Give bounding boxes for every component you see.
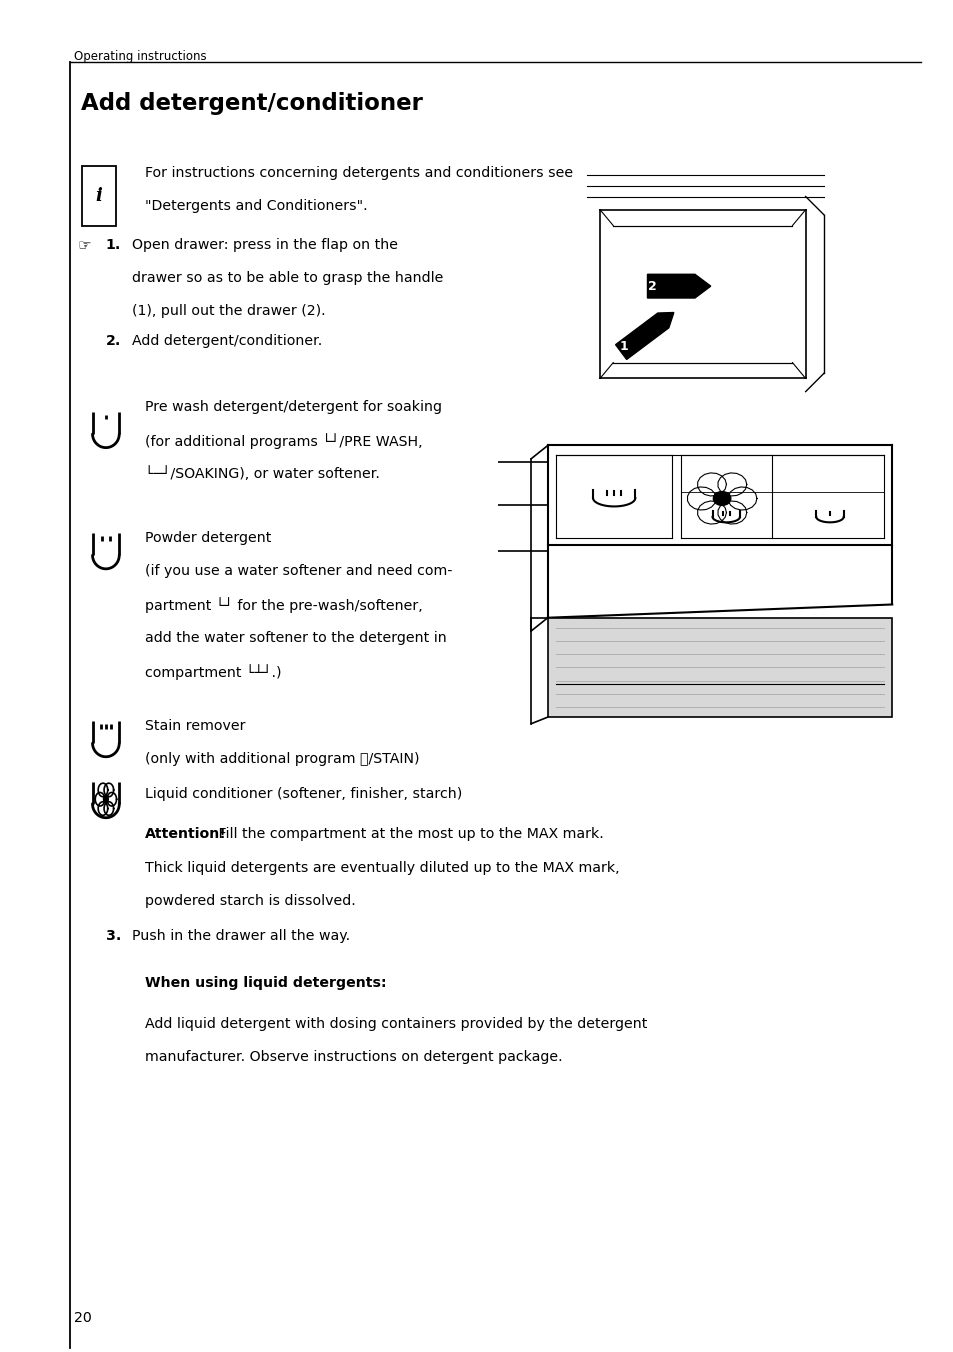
FancyArrow shape — [647, 274, 710, 297]
Text: Powder detergent: Powder detergent — [145, 531, 271, 545]
Text: add the water softener to the detergent in: add the water softener to the detergent … — [145, 630, 446, 645]
Text: 2: 2 — [648, 280, 657, 292]
Text: 2.: 2. — [106, 334, 121, 347]
FancyBboxPatch shape — [547, 618, 891, 717]
FancyArrow shape — [615, 312, 673, 360]
Text: Add liquid detergent with dosing containers provided by the detergent: Add liquid detergent with dosing contain… — [145, 1017, 647, 1030]
Text: Stain remover: Stain remover — [145, 719, 245, 733]
Text: Add detergent/conditioner.: Add detergent/conditioner. — [132, 334, 321, 347]
Circle shape — [103, 796, 109, 803]
Text: └─┘/SOAKING), or water softener.: └─┘/SOAKING), or water softener. — [145, 466, 379, 481]
Text: Thick liquid detergents are eventually diluted up to the MAX mark,: Thick liquid detergents are eventually d… — [145, 861, 619, 875]
Text: 3.: 3. — [106, 929, 121, 942]
Text: Operating instructions: Operating instructions — [74, 50, 207, 64]
Circle shape — [713, 492, 730, 506]
Text: compartment └┴┘.): compartment └┴┘.) — [145, 664, 281, 680]
Text: For instructions concerning detergents and conditioners see: For instructions concerning detergents a… — [145, 166, 573, 180]
Text: "Detergents and Conditioners".: "Detergents and Conditioners". — [145, 199, 367, 214]
Text: (for additional programs └┘/PRE WASH,: (for additional programs └┘/PRE WASH, — [145, 433, 422, 449]
Text: Add detergent/conditioner: Add detergent/conditioner — [81, 92, 422, 115]
Text: 1: 1 — [618, 341, 627, 353]
Text: powdered starch is dissolved.: powdered starch is dissolved. — [145, 894, 355, 907]
Text: Open drawer: press in the flap on the: Open drawer: press in the flap on the — [132, 238, 397, 251]
Text: 1.: 1. — [106, 238, 121, 251]
Text: 20: 20 — [74, 1311, 92, 1325]
Text: Push in the drawer all the way.: Push in the drawer all the way. — [132, 929, 350, 942]
Text: (1), pull out the drawer (2).: (1), pull out the drawer (2). — [132, 304, 325, 318]
Text: drawer so as to be able to grasp the handle: drawer so as to be able to grasp the han… — [132, 270, 442, 285]
FancyBboxPatch shape — [82, 166, 116, 226]
Text: Fill the compartment at the most up to the MAX mark.: Fill the compartment at the most up to t… — [213, 827, 603, 841]
Text: When using liquid detergents:: When using liquid detergents: — [145, 976, 386, 990]
Text: i: i — [95, 187, 103, 206]
Text: Liquid conditioner (softener, finisher, starch): Liquid conditioner (softener, finisher, … — [145, 787, 462, 800]
Text: (if you use a water softener and need com-: (if you use a water softener and need co… — [145, 565, 452, 579]
Text: Pre wash detergent/detergent for soaking: Pre wash detergent/detergent for soaking — [145, 400, 441, 414]
Text: ☞: ☞ — [77, 238, 91, 253]
Text: partment └┘ for the pre-wash/softener,: partment └┘ for the pre-wash/softener, — [145, 598, 422, 614]
Text: (only with additional program ⧋/STAIN): (only with additional program ⧋/STAIN) — [145, 752, 419, 767]
Text: manufacturer. Observe instructions on detergent package.: manufacturer. Observe instructions on de… — [145, 1049, 562, 1064]
Text: Attention!: Attention! — [145, 827, 227, 841]
